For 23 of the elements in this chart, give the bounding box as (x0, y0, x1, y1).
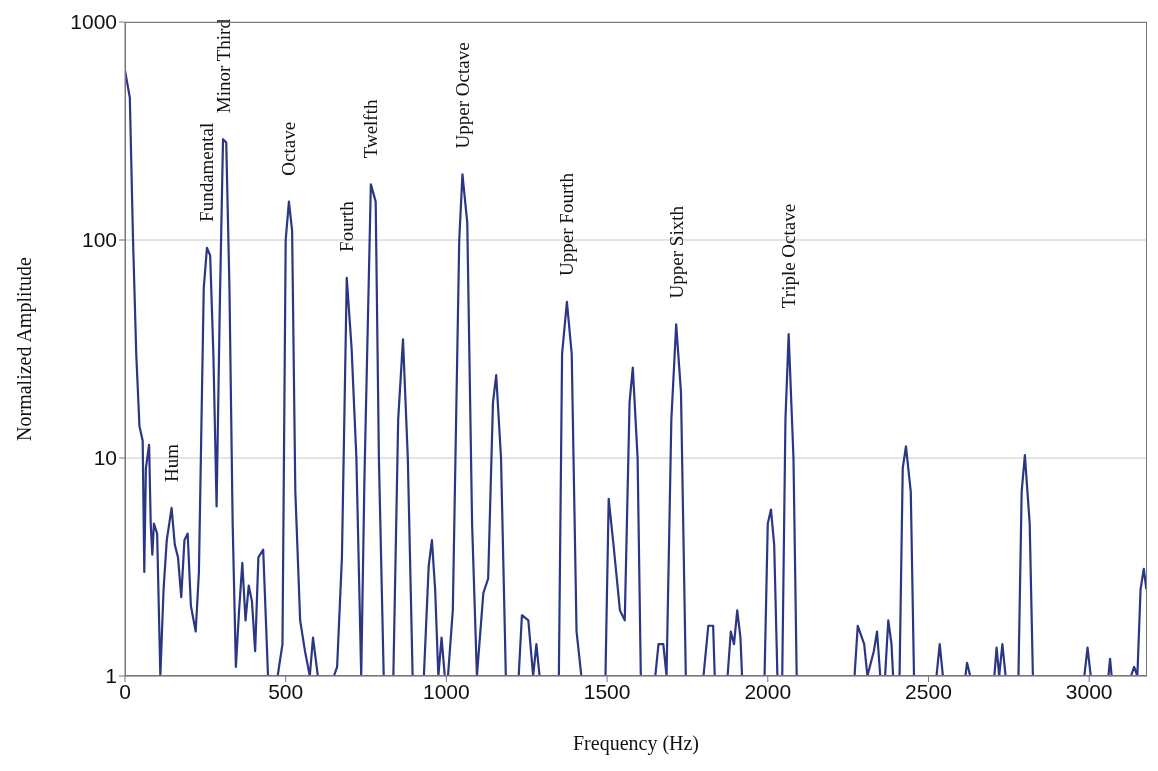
x-tick-label: 2000 (744, 679, 792, 703)
y-tick-label: 10 (93, 446, 117, 470)
annotation: Upper Sixth (665, 205, 687, 299)
annotation: Fundamental (196, 122, 218, 222)
x-tick-label: 1500 (583, 679, 631, 703)
annotation: Upper Fourth (556, 172, 578, 276)
y-tick-label: 100 (81, 228, 117, 252)
annotation: Fourth (336, 200, 358, 252)
y-axis-title: Normalized Amplitude (13, 256, 37, 441)
annotation: Upper Octave (451, 42, 473, 149)
annotation: Triple Octave (778, 203, 800, 309)
x-tick-label: 2500 (905, 679, 952, 703)
annotation: Octave (278, 121, 300, 176)
y-tick-label: 1000 (70, 10, 117, 34)
x-tick-label: 3000 (1065, 679, 1113, 703)
annotation: Hum (161, 443, 183, 482)
x-tick-label: 0 (119, 679, 131, 703)
x-axis-title: Frequency (Hz) (572, 732, 700, 755)
annotation: Minor Third (212, 18, 234, 114)
annotation: Twelfth (360, 99, 382, 159)
x-tick-label: 500 (268, 679, 304, 703)
x-tick-label: 1000 (423, 679, 470, 703)
y-tick-label: 1 (105, 664, 117, 688)
